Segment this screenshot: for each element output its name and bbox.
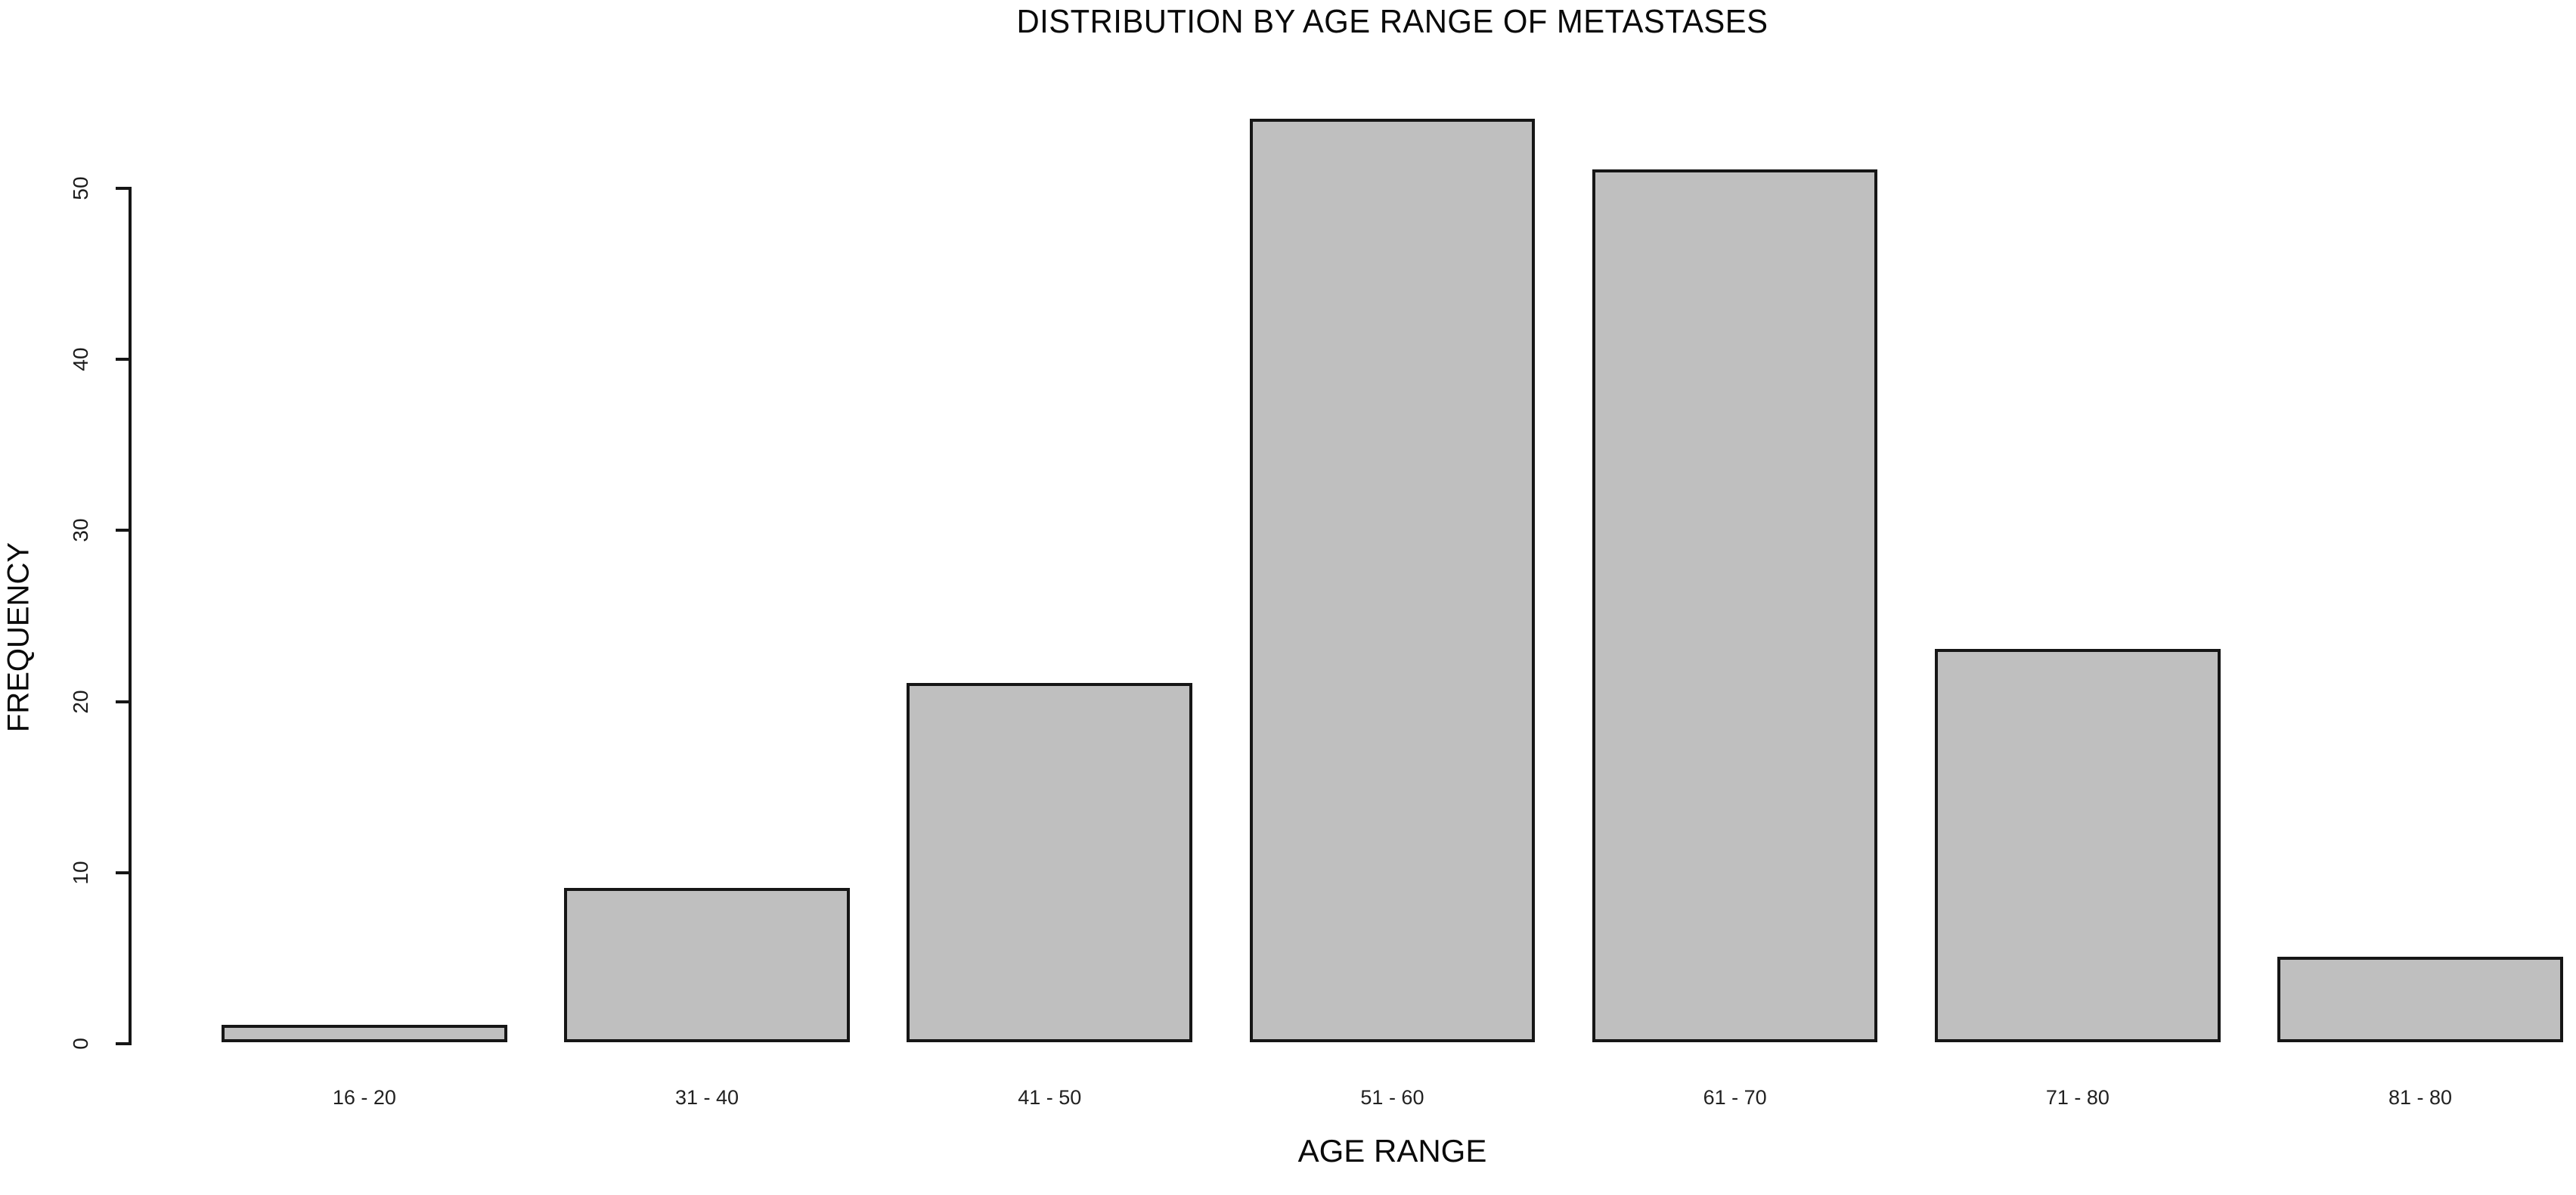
x-tick-label: 51 - 60 (1360, 1086, 1424, 1109)
y-tick-mark (116, 358, 129, 362)
y-tick-mark (116, 187, 129, 190)
y-axis-title: FREQUENCY (2, 542, 36, 733)
bar-16 - 20 (222, 1025, 507, 1042)
y-tick-mark (116, 700, 129, 703)
bar-61 - 70 (1592, 169, 1878, 1042)
bar-71 - 80 (1935, 648, 2221, 1042)
x-tick-label: 81 - 80 (2388, 1086, 2453, 1109)
y-tick-label: 10 (69, 861, 92, 885)
bar-41 - 50 (907, 682, 1193, 1042)
y-tick-label: 30 (69, 518, 92, 542)
bar-81 - 80 (2277, 956, 2563, 1042)
x-tick-label: 31 - 40 (675, 1086, 739, 1109)
x-tick-label: 16 - 20 (332, 1086, 396, 1109)
bar-51 - 60 (1249, 118, 1536, 1042)
bar-31 - 40 (564, 888, 850, 1042)
x-axis-title: AGE RANGE (1297, 1133, 1487, 1169)
y-tick-label: 20 (69, 690, 92, 714)
y-tick-label: 0 (69, 1038, 92, 1050)
y-tick-label: 40 (69, 347, 92, 371)
y-tick-mark (116, 871, 129, 874)
y-tick-label: 50 (69, 176, 92, 200)
y-tick-mark (116, 1042, 129, 1045)
y-tick-mark (116, 529, 129, 532)
x-tick-label: 61 - 70 (1703, 1086, 1767, 1109)
x-tick-label: 41 - 50 (1018, 1086, 1082, 1109)
x-tick-label: 71 - 80 (2045, 1086, 2109, 1109)
y-axis-line (129, 187, 132, 1045)
chart-title: DISTRIBUTION BY AGE RANGE OF METASTASES (1016, 3, 1768, 40)
